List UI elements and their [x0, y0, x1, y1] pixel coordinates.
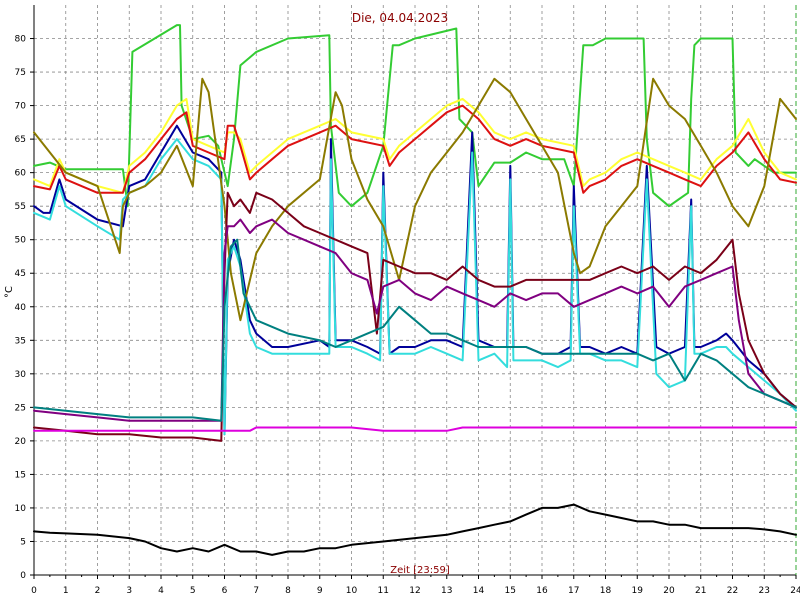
x-tick-label: 2 [95, 586, 101, 596]
y-tick-label: 60 [15, 169, 27, 179]
x-tick-label: 17 [568, 586, 579, 596]
y-tick-label: 40 [15, 303, 27, 313]
x-axis-label: Zeit [23:59] [390, 565, 450, 576]
series-line [33, 426, 797, 432]
series-group [33, 24, 797, 556]
series-line [33, 238, 797, 422]
series-line [33, 191, 797, 442]
chart-title: Die, 04.04.2023 [352, 11, 448, 25]
x-tick-label: 8 [285, 586, 291, 596]
x-tick-label: 23 [759, 586, 770, 596]
x-tick-label: 21 [695, 586, 706, 596]
x-tick-label: 3 [126, 586, 132, 596]
y-tick-label: 30 [15, 370, 27, 380]
x-tick-label: 24 [790, 586, 800, 596]
y-tick-label: 5 [20, 537, 26, 547]
y-tick-label: 50 [15, 236, 27, 246]
y-tick-label: 20 [15, 437, 27, 447]
y-tick-label: 35 [15, 336, 26, 346]
x-tick-label: 4 [158, 586, 164, 596]
x-tick-label: 5 [190, 586, 196, 596]
series-line [33, 218, 797, 422]
x-tick-label: 18 [600, 586, 612, 596]
y-tick-label: 15 [15, 470, 26, 480]
y-tick-label: 70 [15, 102, 27, 112]
y-tick-label: 25 [15, 403, 26, 413]
axes: 0 1 2 3 4 5 6 7 8 9 10 11 12 13 14 15 16 17 18 19 20 21 22 23 24… [15, 5, 800, 596]
x-tick-label: 14 [473, 586, 485, 596]
y-tick-label: 45 [15, 269, 26, 279]
y-axis-label: °C [4, 286, 15, 298]
x-tick-label: 6 [222, 586, 228, 596]
y-tick-label: 75 [15, 68, 26, 78]
x-tick-label: 12 [409, 586, 420, 596]
series-line [33, 104, 797, 194]
x-tick-label: 0 [31, 586, 37, 596]
y-tick-label: 80 [15, 35, 27, 45]
x-tick-label: 19 [632, 586, 644, 596]
x-tick-label: 10 [346, 586, 358, 596]
x-tick-label: 20 [663, 586, 675, 596]
x-tick-label: 22 [727, 586, 738, 596]
x-tick-label: 13 [441, 586, 452, 596]
x-tick-label: 16 [536, 586, 548, 596]
y-tick-label: 65 [15, 135, 26, 145]
series-line [33, 138, 797, 436]
labels: Die, 04.04.2023 °C Zeit [23:59] [4, 11, 450, 576]
y-tick-label: 55 [15, 202, 26, 212]
y-tick-label: 10 [15, 504, 27, 514]
series-line [33, 503, 797, 556]
x-tick-label: 15 [505, 586, 516, 596]
x-tick-label: 1 [63, 586, 69, 596]
x-tick-label: 7 [253, 586, 259, 596]
x-tick-label: 11 [378, 586, 389, 596]
y-tick-label: 0 [20, 571, 26, 581]
series-line [33, 124, 797, 436]
x-tick-label: 9 [317, 586, 323, 596]
series-line [33, 97, 797, 194]
